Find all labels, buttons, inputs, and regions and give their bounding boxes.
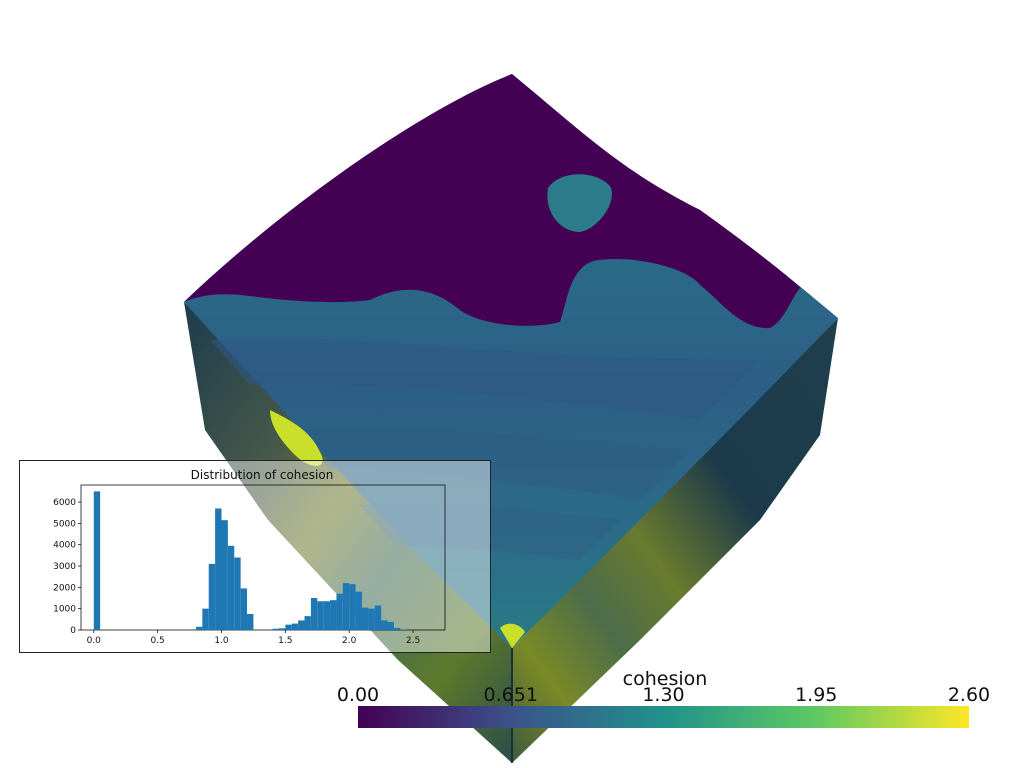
y-tick-label: 0 bbox=[70, 626, 76, 636]
histogram-bar bbox=[336, 593, 343, 630]
histogram-inset: Distribution of cohesion 0.0 0.5 1.0 1.5 2.0… bbox=[19, 460, 491, 653]
x-tick-label: 1.0 bbox=[214, 636, 229, 646]
histogram-bar bbox=[215, 508, 222, 630]
histogram-bar bbox=[304, 616, 311, 630]
histogram-bar bbox=[323, 601, 331, 630]
x-tick-label: 2.5 bbox=[406, 636, 420, 646]
histogram-bar bbox=[374, 605, 382, 630]
y-tick-label: 3000 bbox=[53, 562, 76, 572]
high-cohesion-streak bbox=[500, 623, 525, 648]
histogram-y-ticks: 0 1000 2000 3000 4000 5000 6000 bbox=[53, 498, 81, 636]
low-cohesion-region bbox=[184, 74, 802, 329]
histogram-bar bbox=[247, 614, 254, 630]
histogram-bar bbox=[342, 583, 350, 630]
colorbar-title: cohesion bbox=[622, 668, 708, 690]
colorbar bbox=[358, 706, 969, 728]
histogram-bar bbox=[240, 588, 248, 630]
colorbar-tick-label: 0.00 bbox=[336, 684, 380, 706]
high-cohesion-streak bbox=[270, 410, 323, 466]
histogram-bar bbox=[227, 545, 235, 630]
histogram-title: Distribution of cohesion bbox=[191, 468, 334, 482]
colorbar-tick-label: 1.30 bbox=[642, 684, 685, 706]
x-tick-label: 0.5 bbox=[150, 636, 164, 646]
histogram-bar bbox=[355, 591, 362, 630]
x-tick-label: 0.0 bbox=[87, 636, 102, 646]
y-tick-label: 1000 bbox=[53, 605, 76, 615]
histogram-bar bbox=[93, 491, 101, 630]
histogram-bar bbox=[221, 520, 228, 630]
histogram-bars bbox=[93, 491, 407, 630]
histogram-bar bbox=[349, 584, 356, 630]
y-tick-label: 6000 bbox=[53, 498, 76, 508]
histogram-bar bbox=[195, 626, 203, 630]
histogram-bar bbox=[291, 623, 299, 630]
histogram-bar bbox=[393, 627, 401, 630]
y-tick-label: 5000 bbox=[53, 519, 76, 529]
histogram-bar bbox=[208, 563, 216, 630]
histogram-bar bbox=[298, 620, 305, 630]
histogram-plot-area bbox=[80, 484, 446, 631]
histogram-bar bbox=[387, 621, 394, 630]
y-tick-label: 2000 bbox=[53, 583, 76, 593]
x-tick-label: 1.5 bbox=[278, 636, 292, 646]
colorbar-tick-label: 2.60 bbox=[947, 684, 991, 706]
histogram-bar bbox=[361, 607, 369, 630]
histogram-bar bbox=[278, 628, 286, 630]
histogram-bar bbox=[317, 601, 324, 630]
histogram-bar bbox=[202, 608, 209, 630]
histogram-bar bbox=[285, 624, 292, 630]
histogram-bar bbox=[310, 598, 318, 630]
y-tick-label: 4000 bbox=[53, 541, 76, 551]
histogram-bar bbox=[381, 620, 388, 630]
cube-left-face bbox=[184, 302, 512, 763]
histogram-bar bbox=[234, 557, 241, 630]
histogram-bar bbox=[330, 600, 337, 630]
teal-blob bbox=[547, 174, 612, 232]
histogram-bar bbox=[368, 608, 375, 630]
histogram-bar bbox=[272, 628, 279, 630]
histogram-x-ticks: 0.0 0.5 1.0 1.5 2.0 2.5 bbox=[87, 630, 420, 646]
histogram-chart: Distribution of cohesion 0.0 0.5 1.0 1.5 2.0… bbox=[53, 468, 446, 646]
colorbar-tick-label: 1.95 bbox=[795, 684, 838, 706]
x-tick-label: 2.0 bbox=[342, 636, 357, 646]
histogram-bar bbox=[400, 629, 407, 630]
cube-right-face bbox=[512, 318, 838, 763]
top-face-band bbox=[210, 337, 760, 420]
colorbar-tick-label: 0.651 bbox=[483, 684, 538, 706]
